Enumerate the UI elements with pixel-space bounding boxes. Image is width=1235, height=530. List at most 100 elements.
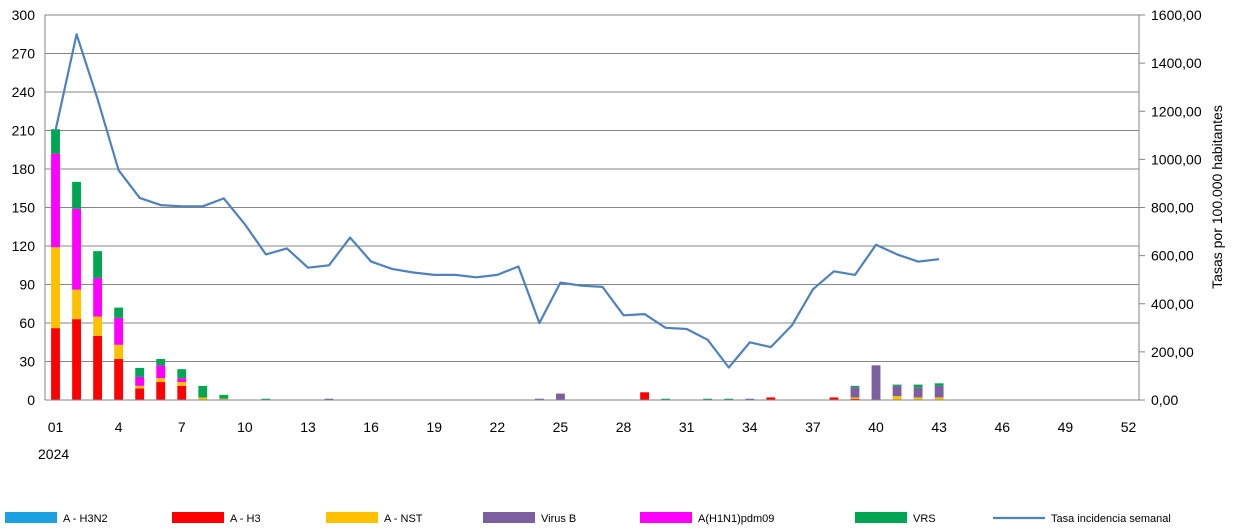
bar-segment [51,247,60,329]
bar-segment [72,319,81,400]
bar-segment [114,344,124,359]
x-tick-label: 16 [363,419,379,435]
bar-segment [703,398,713,400]
legend-swatch [483,512,535,523]
x-tick-label: 10 [237,419,253,435]
bar-segment [177,378,187,383]
bar-segment [135,385,145,389]
bar-segment [766,397,776,400]
bar-segment [892,396,902,400]
x-tick-label: 49 [1058,419,1074,435]
bar-segment [135,388,145,400]
bar-segment [219,398,229,400]
bar-segment [829,397,839,400]
y-right-tick-label: 200,00 [1151,344,1194,360]
y-left-tick-label: 240 [12,84,36,100]
bar-segment [913,387,923,398]
bar-segment [261,398,271,400]
bar-segment [93,335,103,400]
bar-segment [934,385,944,398]
y-right-tick-labels: 0,00 200,00 400,00 600,00 800,00 1000,00 1200,… [1139,7,1202,408]
bar-segment [556,393,565,400]
y-left-tick-label: 120 [12,238,36,254]
x-tick-label: 19 [426,419,442,435]
x-tick-label: 22 [490,419,506,435]
bar-segment [850,385,860,388]
bar-segment [72,208,81,290]
bar-segment [871,365,881,400]
bar-segment [534,398,544,400]
x-tick-label: 40 [868,419,884,435]
bar-segment [135,367,145,377]
bar-segment [850,397,860,399]
bar-segment [135,376,145,386]
bar-segment [934,383,944,386]
legend-label: A(H1N1)pdm09 [698,513,774,525]
bar-segment [850,387,860,398]
legend-label: Virus B [541,513,576,525]
x-tick-label: 28 [616,419,632,435]
legend-label: A - H3 [230,513,261,525]
bar-segment [72,181,81,209]
x-tick-label: 43 [931,419,947,435]
bar-segment [156,378,166,383]
bar-segment [934,397,944,400]
bar-segment [724,398,734,400]
bar-segment [745,398,755,400]
x-tick-label: 31 [679,419,695,435]
legend-label: A - NST [384,513,423,525]
legend-swatch [5,512,57,523]
legend-swatch [172,512,224,523]
bar-segment [640,392,650,400]
legend-label: VRS [913,513,936,525]
y-right-tick-label: 1400,00 [1151,55,1202,71]
y-left-tick-label: 30 [19,354,35,370]
bar-segment [51,129,60,154]
x-tick-label: 7 [178,419,186,435]
y-right-tick-label: 0,00 [1151,392,1178,408]
x-year-label: 2024 [38,446,69,462]
y-right-tick-label: 1600,00 [1151,7,1202,23]
y-left-tick-label: 270 [12,46,36,62]
x-tick-label: 25 [553,419,569,435]
gridlines [45,14,1139,401]
x-tick-label: 52 [1121,419,1137,435]
x-tick-labels: 01 4 7 10 13 16 19 22 25 28 31 34 37 40 43 46 49 52 [48,419,1137,435]
y-right-tick-label: 800,00 [1151,200,1194,216]
legend-label: Tasa incidencia semanal [1051,513,1171,525]
y-right-tick-label: 400,00 [1151,296,1194,312]
y-right-tick-label: 1000,00 [1151,151,1202,167]
bar-segment [156,382,166,400]
bar-segment [72,289,81,320]
legend-swatch [855,512,907,523]
y-right-tick-label: 1200,00 [1151,103,1202,119]
bar-segment [93,316,103,336]
x-tick-label: 37 [805,419,821,435]
legend-swatch [640,512,692,523]
y-left-tick-labels: 0 30 60 90 120 150 180 210 240 270 300 [12,7,36,408]
legend: A - H3N2 A - H3 A - NST Virus B A(H1N1)pdm09… [5,512,1171,525]
bar-segment [219,394,229,399]
bar-segment [93,278,103,317]
bar-segment [661,398,671,400]
series-line-tasa [54,33,940,369]
bar-segment [198,397,208,400]
y-left-tick-label: 210 [12,123,36,139]
bar-segment [51,328,60,400]
bar-segment [913,384,923,388]
x-tick-label: 34 [742,419,758,435]
bar-segment [51,153,60,248]
bar-segment [913,397,923,400]
bar-segment [177,382,187,386]
y-left-tick-label: 60 [19,315,35,331]
bar-segment [114,317,124,345]
bar-segment [198,385,208,398]
y-left-tick-label: 0 [27,392,35,408]
bar-segment [93,251,103,279]
legend-swatch [326,512,378,523]
x-tick-label: 46 [994,419,1010,435]
x-tick-label: 4 [115,419,123,435]
line-series [54,33,940,369]
bar-segment [177,369,187,379]
